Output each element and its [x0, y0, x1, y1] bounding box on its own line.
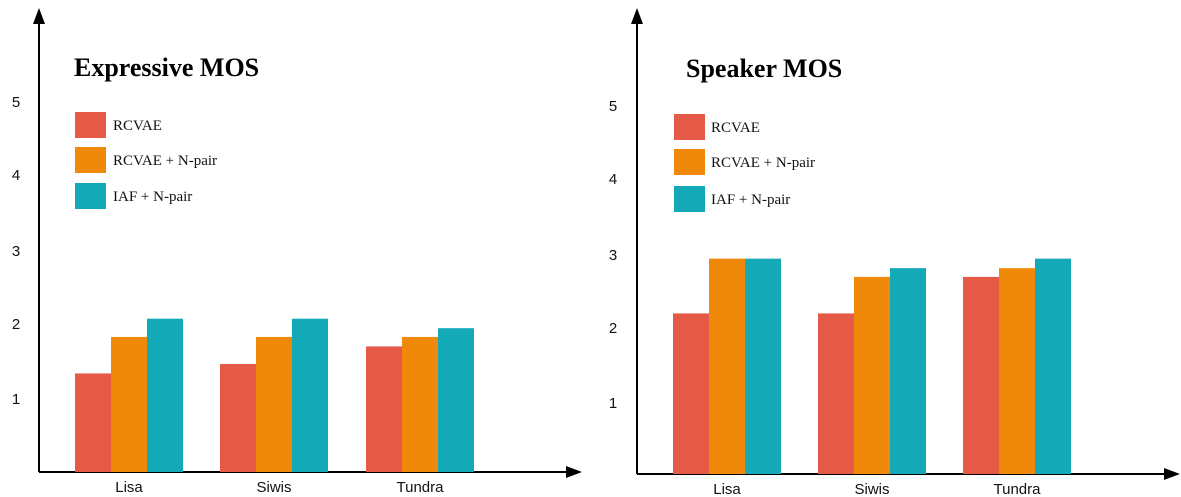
x-tick-label: Lisa [115, 479, 143, 496]
legend-swatch [75, 147, 106, 173]
bar-lisa-3 [745, 258, 781, 474]
bar-tundra-1 [366, 346, 402, 472]
legend-label: RCVAE [113, 118, 162, 134]
bar-tundra-1 [963, 276, 999, 474]
bar-lisa-1 [673, 313, 709, 474]
legend-swatch [75, 112, 106, 138]
bar-siwis-2 [256, 336, 292, 472]
legend-label: IAF + N-pair [113, 189, 192, 205]
bar-tundra-2 [402, 336, 438, 472]
chart-2: Speaker MOS 1 2 3 4 5 Lisa Siwis Tundra RCVAE RCVA… [609, 8, 1180, 497]
legend-swatch [75, 183, 106, 209]
legend-label: RCVAE + N-pair [711, 155, 815, 171]
x-axis-arrow-icon [1164, 468, 1180, 480]
y-tick-label: 5 [12, 94, 20, 111]
y-tick-label: 5 [609, 98, 617, 115]
bar-lisa-1 [75, 373, 111, 472]
legend-label: RCVAE [711, 120, 760, 136]
x-tick-label: Siwis [256, 479, 291, 496]
y-tick-label: 2 [609, 320, 617, 337]
bar-tundra-3 [438, 328, 474, 472]
bar-tundra-2 [999, 268, 1035, 474]
y-tick-label: 4 [12, 167, 20, 184]
chart-1: Expressive MOS 1 2 3 4 5 Lisa Siwis Tundra RCVAE R… [12, 8, 582, 496]
y-tick-label: 1 [12, 391, 20, 408]
chart-title: Expressive MOS [74, 53, 259, 82]
legend-swatch [674, 114, 705, 140]
bar-tundra-3 [1035, 258, 1071, 474]
bar-siwis-1 [220, 363, 256, 472]
x-tick-label: Lisa [713, 481, 741, 497]
legend-label: IAF + N-pair [711, 192, 790, 208]
y-tick-label: 2 [12, 316, 20, 333]
y-tick-label: 3 [609, 247, 617, 264]
x-tick-label: Tundra [397, 479, 445, 496]
x-axis-arrow-icon [566, 466, 582, 478]
y-tick-label: 3 [12, 243, 20, 260]
bar-siwis-3 [890, 268, 926, 474]
x-tick-label: Tundra [994, 481, 1042, 497]
bar-siwis-3 [292, 318, 328, 472]
bar-siwis-2 [854, 276, 890, 474]
y-tick-label: 4 [609, 171, 617, 188]
bar-lisa-2 [111, 336, 147, 472]
chart-title: Speaker MOS [686, 54, 842, 83]
x-tick-label: Siwis [854, 481, 889, 497]
y-axis-arrow-icon [631, 8, 643, 24]
legend-swatch [674, 149, 705, 175]
bar-siwis-1 [818, 313, 854, 474]
bar-lisa-2 [709, 258, 745, 474]
legend-label: RCVAE + N-pair [113, 153, 217, 169]
y-tick-label: 1 [609, 395, 617, 412]
legend-swatch [674, 186, 705, 212]
y-axis-arrow-icon [33, 8, 45, 24]
bar-lisa-3 [147, 318, 183, 472]
